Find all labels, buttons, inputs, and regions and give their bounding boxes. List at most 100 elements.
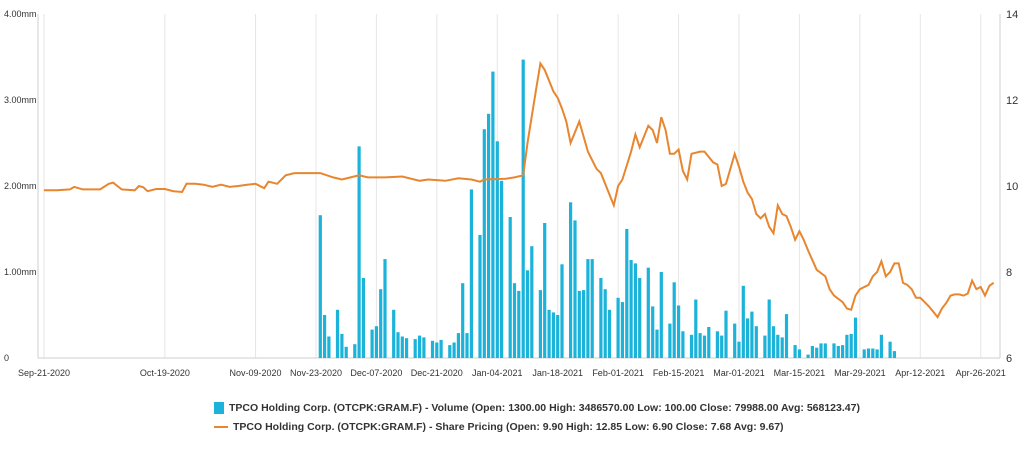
- volume-bar-63: [651, 306, 655, 358]
- volume-bar-22: [439, 339, 443, 358]
- volume-bar-40: [530, 246, 534, 358]
- volume-bar-31: [487, 113, 491, 358]
- volume-bar-109: [892, 351, 896, 358]
- volume-bar-58: [625, 229, 629, 358]
- volume-bar-57: [620, 302, 624, 358]
- volume-bar-34: [500, 180, 504, 358]
- legend-item-volume[interactable]: TPCO Holding Corp. (OTCPK:GRAM.F) - Volu…: [214, 398, 860, 417]
- volume-bar-100: [845, 334, 849, 358]
- volume-bar-0: [318, 215, 322, 358]
- volume-bar-73: [702, 335, 707, 358]
- volume-bar-6: [353, 344, 357, 358]
- volume-bar-33: [495, 141, 499, 358]
- right-axis-ticks: 6 8 10 12 14: [1006, 9, 1018, 365]
- volume-bar-37: [517, 290, 521, 358]
- volume-bar-23: [448, 345, 452, 358]
- x-tick-label: Jan-18-2021: [532, 368, 583, 378]
- x-tick-label: Apr-26-2021: [956, 368, 1006, 378]
- x-tick-label: Apr-12-2021: [895, 368, 945, 378]
- volume-bar-8: [361, 278, 365, 358]
- volume-bar-19: [422, 337, 426, 358]
- volume-bar-60: [633, 263, 637, 358]
- volume-bar-15: [400, 336, 404, 358]
- volume-bar-94: [815, 347, 819, 358]
- volume-bar-10: [374, 326, 378, 358]
- volume-bar-88: [780, 337, 784, 358]
- right-tick-label: 14: [1006, 9, 1018, 21]
- x-tick-label: Mar-29-2021: [834, 368, 886, 378]
- volume-bar-71: [694, 299, 698, 358]
- price-line: [44, 60, 995, 319]
- volume-bar-79: [737, 341, 741, 358]
- legend-item-price[interactable]: TPCO Holding Corp. (OTCPK:GRAM.F) - Shar…: [214, 417, 860, 436]
- volume-bar-14: [396, 332, 400, 358]
- volume-bar-3: [335, 309, 340, 358]
- volume-bar-13: [392, 309, 396, 358]
- volume-bar-20: [430, 340, 435, 358]
- right-tick-label: 6: [1006, 353, 1012, 365]
- volume-bar-62: [646, 267, 650, 358]
- volume-bar-4: [340, 333, 344, 358]
- volume-bar-93: [810, 346, 814, 358]
- left-tick-label: 0: [4, 353, 9, 363]
- volume-bar-1: [323, 315, 327, 358]
- left-axis-ticks: 0 1.00mm 2.00mm 3.00mm 4.00mm: [4, 9, 37, 363]
- left-tick-label: 4.00mm: [4, 9, 37, 19]
- volume-bar-80: [741, 285, 745, 358]
- volume-bar-2: [327, 336, 331, 358]
- volume-bar-99: [841, 345, 845, 358]
- volume-bar-75: [715, 331, 719, 358]
- x-tick-label: Mar-01-2021: [713, 368, 765, 378]
- volume-bar-64: [655, 329, 659, 358]
- volume-bar-42: [543, 223, 547, 358]
- volume-bar-9: [370, 329, 374, 358]
- volume-bar-52: [590, 259, 594, 358]
- volume-bar-74: [707, 327, 711, 358]
- x-tick-label: Nov-23-2020: [290, 368, 342, 378]
- volume-bar-51: [586, 259, 590, 358]
- volume-bar-96: [823, 343, 827, 358]
- volume-bar-24: [452, 342, 456, 358]
- volume-bar-76: [720, 335, 724, 358]
- volume-bar-5: [344, 346, 348, 358]
- x-tick-label: Mar-15-2021: [774, 368, 826, 378]
- chart: 0 1.00mm 2.00mm 3.00mm 4.00mm 6 8 10 12 14 Sep-2…: [4, 9, 1018, 378]
- right-tick-label: 12: [1006, 95, 1018, 107]
- volume-bar-66: [668, 323, 672, 358]
- volume-bar-47: [569, 202, 573, 358]
- legend-swatch-price: [214, 425, 228, 428]
- volume-bar-105: [871, 348, 875, 358]
- x-tick-label: Dec-07-2020: [350, 368, 402, 378]
- volume-bar-54: [603, 289, 607, 358]
- volume-bar-67: [672, 282, 676, 358]
- volume-bar-35: [508, 217, 512, 358]
- volume-bar-87: [776, 334, 780, 358]
- volume-bar-36: [512, 283, 517, 358]
- volume-bar-91: [797, 349, 801, 358]
- x-tick-label: Feb-01-2021: [592, 368, 644, 378]
- x-tick-label: Dec-21-2020: [411, 368, 463, 378]
- volume-bar-97: [832, 343, 836, 358]
- volume-bar-98: [836, 346, 840, 358]
- left-tick-label: 3.00mm: [4, 95, 37, 105]
- volume-bar-107: [879, 334, 883, 358]
- volume-bar-56: [616, 297, 620, 358]
- volume-bar-86: [771, 326, 776, 358]
- volume-bar-90: [793, 345, 797, 358]
- volume-bar-78: [733, 323, 737, 358]
- x-tick-label: Feb-15-2021: [653, 368, 705, 378]
- volume-bar-83: [754, 326, 758, 358]
- volume-bar-50: [582, 290, 586, 358]
- right-tick-label: 8: [1006, 267, 1012, 279]
- volume-bar-53: [599, 278, 603, 358]
- volume-bar-85: [767, 299, 771, 358]
- volume-bar-45: [556, 315, 560, 358]
- volume-bar-95: [819, 343, 823, 358]
- volume-bar-82: [750, 311, 754, 358]
- volume-bar-12: [383, 259, 387, 358]
- volume-bar-92: [806, 354, 810, 358]
- volume-bar-32: [491, 71, 495, 358]
- x-tick-label: Oct-19-2020: [140, 368, 190, 378]
- volume-bar-26: [461, 283, 465, 358]
- volume-bar-68: [677, 305, 681, 358]
